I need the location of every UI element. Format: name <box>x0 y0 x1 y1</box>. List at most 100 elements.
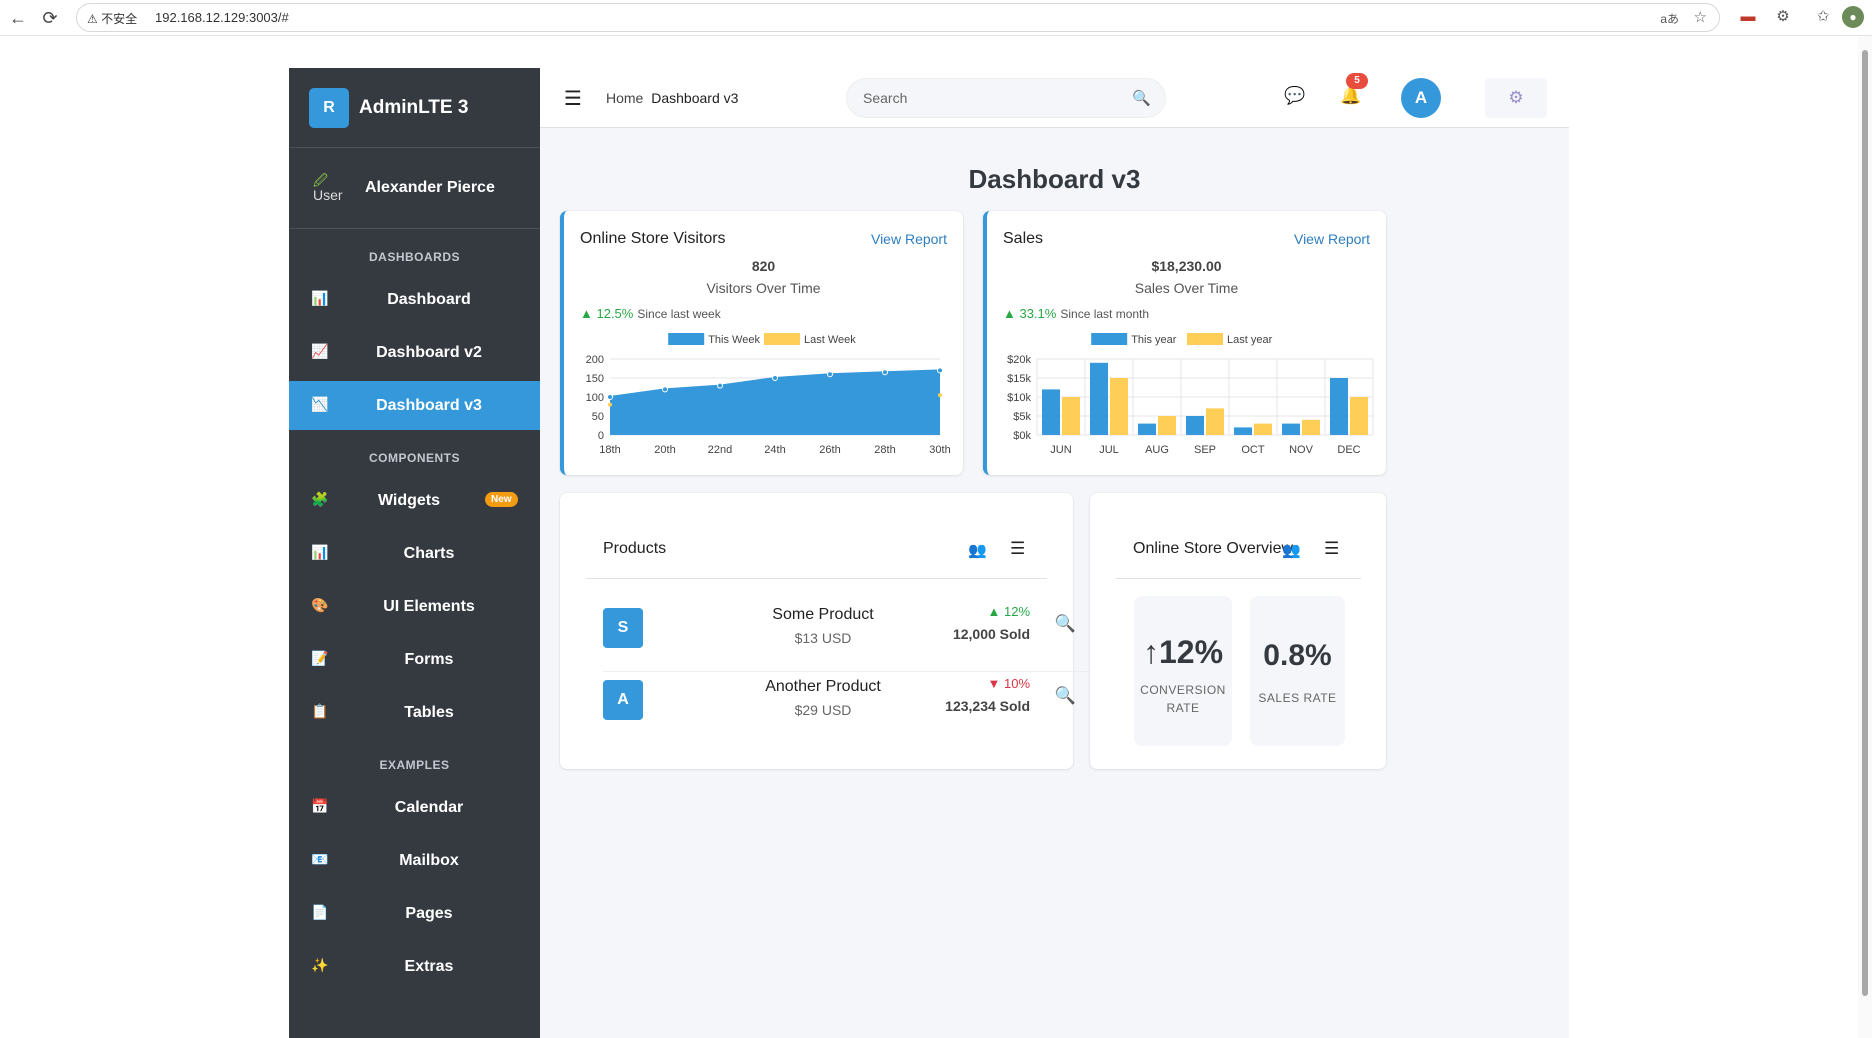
bar-last-year <box>1206 408 1224 435</box>
users-icon[interactable]: 👥 <box>968 542 987 559</box>
sidebar-item-forms[interactable]: 📝 Forms <box>289 635 540 684</box>
legend-swatch <box>764 333 800 345</box>
profile-avatar-icon[interactable]: ● <box>1842 6 1864 28</box>
sidebar-item-label: Dashboard v2 <box>376 343 482 361</box>
bar-this-year <box>1042 389 1060 435</box>
product-name[interactable]: Another Product <box>765 678 881 695</box>
x-tick-label: 26th <box>819 444 840 456</box>
sidebar: R AdminLTE 3 🖉 User Alexander Pierce DASH… <box>289 68 540 1038</box>
product-row[interactable]: A Another Product $29 USD ▼ 10% 123,234 … <box>603 658 1098 744</box>
visitors-card-title: Online Store Visitors <box>580 230 726 247</box>
product-price: $13 USD <box>794 630 852 646</box>
data-point <box>608 402 612 407</box>
sidebar-item-dashboard-v3[interactable]: 📉 Dashboard v3 <box>289 381 540 430</box>
url-text[interactable]: 192.168.12.129:3003/# <box>155 10 289 25</box>
y-tick-label: 200 <box>586 354 604 366</box>
sidebar-item-calendar[interactable]: 📅 Calendar <box>289 783 540 832</box>
y-tick-label: $10k <box>1007 392 1031 404</box>
notifications-bell-icon[interactable]: 🔔 5 <box>1340 73 1368 106</box>
favorites-icon[interactable]: ✩ <box>1816 8 1830 25</box>
line-chart-icon: 📈 <box>311 343 329 359</box>
legend-swatch <box>1187 333 1223 345</box>
sidebar-item-label: Mailbox <box>399 851 459 869</box>
sidebar-item-label: Dashboard v3 <box>376 396 482 414</box>
extension-icon[interactable]: ▬ <box>1740 8 1756 25</box>
y-tick-label: 50 <box>592 411 604 423</box>
visitors-view-report-link[interactable]: View Report <box>870 231 947 247</box>
translate-icon[interactable]: aあ <box>1660 12 1679 26</box>
magnifier-icon[interactable]: 🔍 <box>1054 614 1076 633</box>
divider <box>1116 578 1361 579</box>
x-tick-label: NOV <box>1289 444 1314 456</box>
visitors-total: 820 <box>751 258 776 274</box>
sidebar-item-label: Calendar <box>394 798 464 816</box>
page-scrollbar[interactable] <box>1858 36 1872 1038</box>
brand-logo: R <box>309 87 349 128</box>
sidebar-item-charts[interactable]: 📊 Charts <box>289 529 540 578</box>
brand-name: AdminLTE 3 <box>359 96 469 118</box>
x-tick-label: 18th <box>599 444 620 456</box>
sparkles-icon: ✨ <box>311 957 329 973</box>
visitors-subtitle: Visitors Over Time <box>706 280 821 296</box>
search-icon[interactable]: 🔍 <box>1132 90 1151 107</box>
reload-icon[interactable]: ⟳ <box>42 8 58 28</box>
sidebar-item-tables[interactable]: 📋 Tables <box>289 688 540 737</box>
breadcrumb-home[interactable]: Home <box>606 90 644 106</box>
legend-label: This Week <box>708 334 760 346</box>
stat-label-line2: RATE <box>1166 701 1200 715</box>
back-icon[interactable]: ← <box>9 8 27 28</box>
menu-bars-icon[interactable]: ☰ <box>1010 539 1026 558</box>
sidebar-item-label: Dashboard <box>387 290 471 308</box>
y-tick-label: $20k <box>1007 354 1031 366</box>
search-input[interactable]: Search 🔍 <box>846 78 1166 118</box>
magnifier-icon[interactable]: 🔍 <box>1054 686 1076 705</box>
sidebar-item-dashboard[interactable]: 📊 Dashboard <box>289 275 540 324</box>
sidebar-item-ui-elements[interactable]: 🎨 UI Elements <box>289 582 540 631</box>
sidebar-item-pages[interactable]: 📄 Pages <box>289 889 540 938</box>
users-icon[interactable]: 👥 <box>1282 542 1301 559</box>
sales-change-value: ▲ 33.1% <box>1003 306 1057 321</box>
visitors-card: Online Store Visitors View Report 820 Vi… <box>560 211 963 475</box>
chart-down-icon: 📉 <box>311 396 329 412</box>
data-point <box>662 386 668 393</box>
visitors-change: ▲ 12.5% Since last week <box>580 306 721 321</box>
user-name[interactable]: Alexander Pierce <box>365 179 495 196</box>
bookmark-star-icon[interactable]: ☆ <box>1693 9 1707 26</box>
breadcrumb-current: Dashboard v3 <box>651 90 739 106</box>
product-name[interactable]: Some Product <box>772 606 874 623</box>
product-sold: 123,234 Sold <box>945 698 1030 714</box>
clipboard-icon: 📋 <box>311 703 329 719</box>
divider <box>586 578 1047 579</box>
scrollbar-thumb[interactable] <box>1862 50 1868 996</box>
new-badge: New <box>485 492 518 507</box>
user-panel[interactable]: 🖉 User Alexander Pierce <box>289 148 540 229</box>
address-bar[interactable]: ⚠ 不安全 192.168.12.129:3003/# aあ ☆ <box>76 3 1720 32</box>
data-point <box>938 393 942 398</box>
product-change: ▼ 10% <box>987 676 1031 691</box>
x-tick-label: DEC <box>1337 444 1360 456</box>
broken-image-icon: 🖉 <box>313 172 328 188</box>
sales-view-report-link[interactable]: View Report <box>1293 231 1370 247</box>
bar-this-year <box>1186 416 1204 435</box>
brand-link[interactable]: R AdminLTE 3 <box>289 68 540 148</box>
sidebar-item-label: Extras <box>404 957 454 975</box>
stat-label-line1: CONVERSION <box>1140 683 1226 697</box>
breadcrumb: Home Dashboard v3 <box>606 90 738 106</box>
y-tick-label: 100 <box>586 392 604 404</box>
sidebar-item-extras[interactable]: ✨ Extras <box>289 942 540 991</box>
sidebar-item-mailbox[interactable]: 📧 Mailbox <box>289 836 540 885</box>
sidebar-item-widgets[interactable]: 🧩 Widgets New <box>289 476 540 525</box>
chat-icon[interactable]: 💬 <box>1284 86 1306 105</box>
settings-gear-icon[interactable]: ⚙ <box>1485 78 1547 118</box>
sales-change-note: Since last month <box>1060 307 1150 321</box>
product-row[interactable]: S Some Product $13 USD ▲ 12% 12,000 Sold… <box>603 586 1098 672</box>
series-area-this-week <box>610 370 940 435</box>
menu-bars-icon[interactable]: ☰ <box>1324 539 1340 558</box>
extensions-puzzle-icon[interactable]: ⚙ <box>1776 8 1790 25</box>
security-warning[interactable]: ⚠ 不安全 <box>87 12 138 26</box>
sidebar-item-dashboard-v2[interactable]: 📈 Dashboard v2 <box>289 328 540 377</box>
user-avatar[interactable]: A <box>1401 78 1441 118</box>
bar-last-year <box>1110 378 1128 435</box>
menu-toggle-icon[interactable]: ☰ <box>564 88 582 110</box>
bar-this-year <box>1138 423 1156 435</box>
